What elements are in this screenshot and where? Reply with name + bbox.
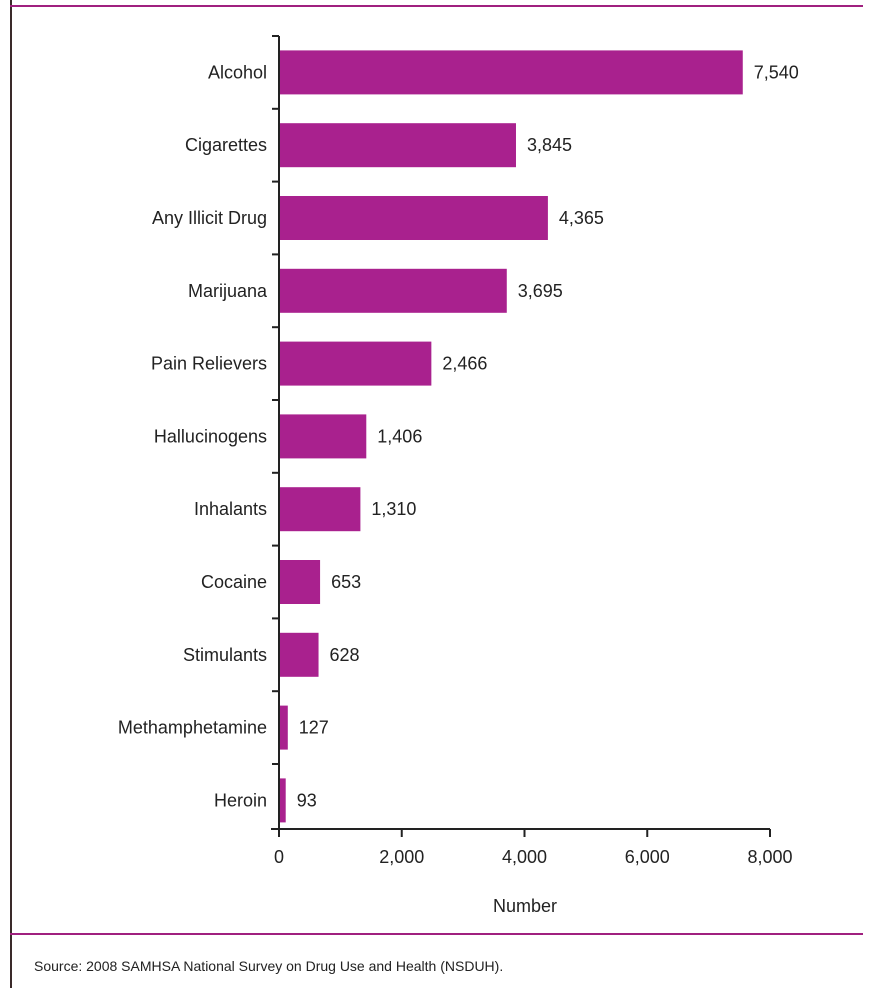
bar [280, 560, 321, 604]
value-label: 628 [330, 645, 360, 665]
bar [280, 50, 743, 95]
x-tick-label: 6,000 [625, 847, 670, 867]
category-label: Marijuana [188, 281, 268, 301]
bar [280, 487, 361, 532]
value-label: 93 [297, 790, 317, 810]
bar [280, 632, 319, 677]
value-label: 127 [299, 718, 329, 738]
category-label: Any Illicit Drug [152, 208, 267, 228]
x-axis-title: Number [493, 896, 557, 916]
bottom-rule [10, 933, 863, 935]
bar [280, 196, 548, 240]
frame-left-border [10, 0, 12, 988]
bar [280, 123, 516, 168]
bar [280, 778, 286, 823]
x-tick-label: 2,000 [379, 847, 424, 867]
value-label: 4,365 [559, 208, 604, 228]
x-tick-label: 0 [274, 847, 284, 867]
value-label: 3,845 [527, 135, 572, 155]
x-tick-label: 4,000 [502, 847, 547, 867]
category-label: Methamphetamine [118, 718, 267, 738]
value-label: 2,466 [442, 354, 487, 374]
bar [280, 705, 288, 750]
top-rule [10, 5, 863, 7]
category-label: Cocaine [201, 572, 267, 592]
category-label: Cigarettes [185, 135, 267, 155]
category-label: Heroin [214, 790, 267, 810]
category-label: Pain Relievers [151, 354, 267, 374]
bars-layer: 7,540 3,845 4,365 3,695 2,466 1,406 1,310 653 62… [280, 50, 799, 823]
bar [280, 414, 367, 459]
value-label: 1,310 [371, 499, 416, 519]
bar [280, 341, 432, 386]
source-note: Source: 2008 SAMHSA National Survey on D… [34, 958, 504, 974]
value-label: 653 [331, 572, 361, 592]
bar [280, 268, 507, 313]
value-label: 1,406 [377, 426, 422, 446]
category-label: Inhalants [194, 499, 267, 519]
value-label: 7,540 [754, 62, 799, 82]
x-tick-label: 8,000 [747, 847, 792, 867]
category-label: Alcohol [208, 62, 267, 82]
category-label: Stimulants [183, 645, 267, 665]
value-label: 3,695 [518, 281, 563, 301]
axes-layer: Alcohol Cigarettes Any Illicit Drug Marijua… [118, 35, 793, 867]
bar-chart: 7,540 3,845 4,365 3,695 2,466 1,406 1,310 653 62… [118, 35, 799, 916]
category-label: Hallucinogens [154, 426, 267, 446]
